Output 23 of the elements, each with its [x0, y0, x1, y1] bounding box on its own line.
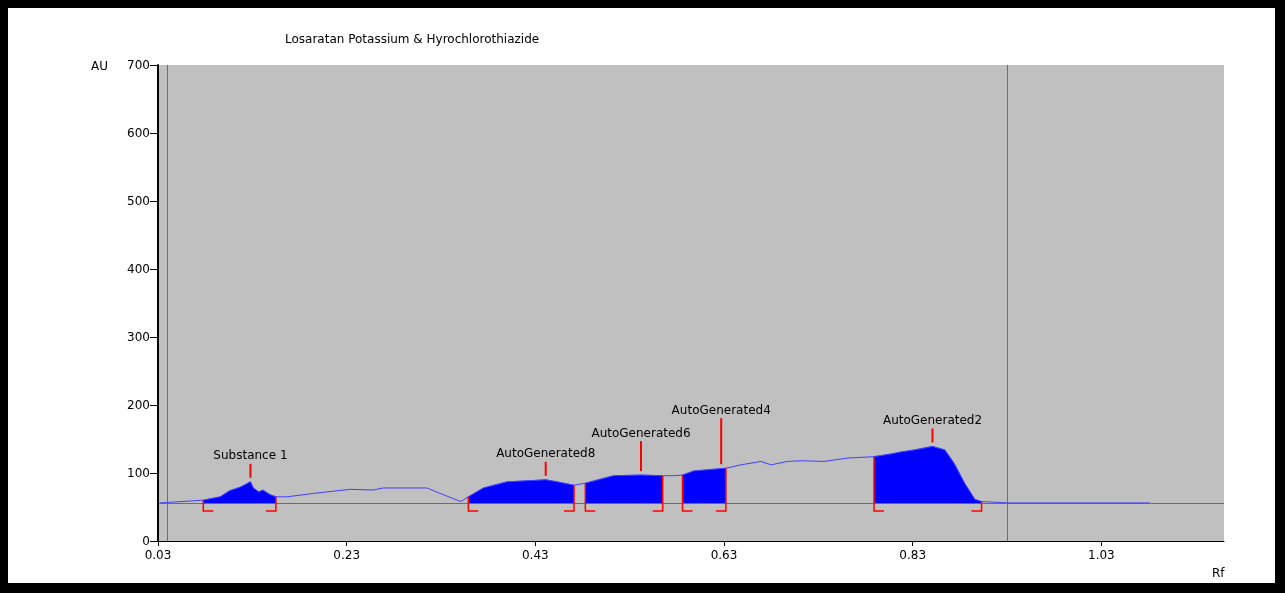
annotation: AutoGenerated6: [591, 425, 691, 440]
y-tick-label: 200: [127, 398, 150, 412]
y-tick-label: 400: [127, 262, 150, 276]
x-tick-label: 1.03: [1088, 548, 1115, 562]
x-tick-label: 0.83: [899, 548, 927, 562]
x-tick-label: 0.03: [144, 548, 172, 562]
y-tick-label: 300: [127, 330, 150, 344]
y-tick-label: 0: [142, 534, 150, 548]
y-tick-label: 700: [127, 58, 150, 72]
annotation: AutoGenerated8: [496, 446, 596, 461]
annotation: AutoGenerated4: [671, 402, 771, 417]
annotation: AutoGenerated2: [882, 412, 983, 427]
y-tick-label: 500: [127, 194, 150, 208]
annotation: Substance 1: [213, 448, 288, 463]
y-tick-label: 600: [127, 126, 150, 140]
x-axis-title: Rf: [1212, 566, 1226, 580]
chart-title: Losaratan Potassium & Hyrochlorothiazide: [285, 32, 540, 46]
y-axis-title: AU: [91, 59, 108, 73]
y-tick-label: 100: [127, 466, 150, 480]
x-tick-label: 0.63: [710, 548, 738, 562]
x-tick-label: 0.23: [333, 548, 361, 562]
x-tick-label: 0.43: [521, 548, 549, 562]
line-series: [159, 445, 1150, 504]
